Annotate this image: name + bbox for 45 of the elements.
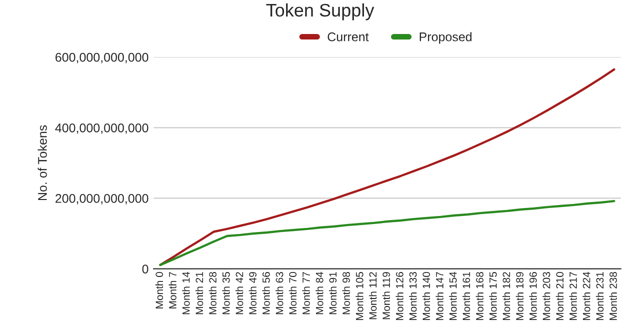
x-tick-label: Month 49 — [248, 272, 257, 314]
x-tick-label: Month 98 — [342, 272, 350, 314]
legend-label: Current — [328, 32, 369, 42]
x-tick-label: Month 0 — [155, 272, 164, 308]
x-tick-label: Month 147 — [436, 272, 444, 320]
x-tick-label: Month 119 — [382, 272, 390, 320]
x-tick-label: Month 28 — [208, 272, 216, 314]
x-tick-label: Month 77 — [302, 272, 310, 314]
x-tick-label: Month 224 — [582, 272, 590, 320]
x-tick-label: Month 154 — [449, 272, 457, 320]
x-tick-label: Month 7 — [168, 272, 176, 308]
x-tick-label: Month 126 — [396, 272, 404, 320]
x-tick-label: Month 140 — [422, 272, 430, 320]
x-tick-label: Month 182 — [502, 272, 510, 320]
x-tick-label: Month 238 — [609, 272, 617, 320]
chart-title: Token Supply — [266, 3, 374, 20]
y-tick-label: 600,000,000,000 — [56, 52, 148, 64]
x-tick-label: Month 175 — [489, 272, 497, 320]
line-series — [159, 68, 616, 266]
x-tick-label: Month 56 — [262, 272, 270, 314]
x-tick-label: Month 105 — [356, 272, 364, 320]
line-series — [159, 200, 616, 266]
x-tick-label: Month 42 — [236, 272, 244, 314]
x-tick-label: Month 21 — [195, 272, 204, 314]
x-tick-label: Month 196 — [529, 272, 537, 320]
x-tick-label: Month 112 — [368, 272, 377, 320]
x-tick-label: Month 161 — [462, 272, 470, 320]
y-axis-title: No. of Tokens — [38, 125, 47, 200]
x-tick-label: Month 133 — [409, 272, 417, 320]
x-tick-label: Month 189 — [516, 272, 524, 320]
y-tick-label: 400,000,000,000 — [55, 123, 148, 134]
y-tick-label: 200,000,000,000 — [56, 194, 148, 204]
x-tick-label: Month 70 — [288, 272, 297, 314]
x-tick-label: Month 63 — [276, 272, 284, 314]
x-tick-label: Month 210 — [556, 272, 564, 320]
x-tick-label: Month 203 — [542, 272, 550, 320]
x-tick-label: Month 231 — [596, 272, 604, 320]
x-tick-label: Month 35 — [222, 272, 230, 314]
legend-label: Proposed — [420, 32, 472, 44]
y-tick-label: 0 — [142, 264, 148, 274]
x-tick-label: Month 14 — [182, 272, 190, 314]
x-tick-label: Month 168 — [476, 272, 484, 320]
x-tick-label: Month 91 — [328, 272, 337, 314]
x-tick-label: Month 217 — [569, 272, 577, 320]
x-tick-label: Month 84 — [316, 272, 324, 314]
